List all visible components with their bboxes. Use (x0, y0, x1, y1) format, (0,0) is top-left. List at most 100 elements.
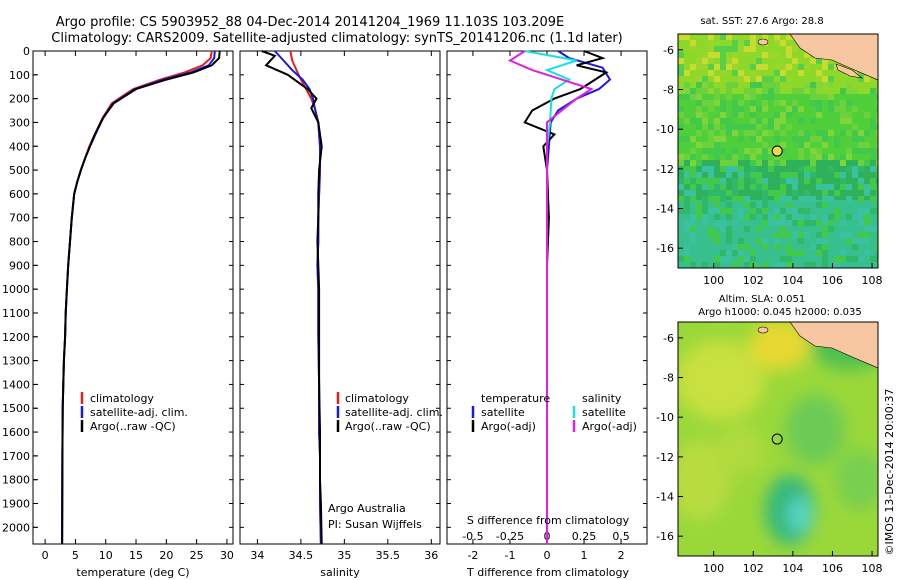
sst-pixel (690, 196, 696, 202)
sst-pixel (756, 58, 762, 64)
sst-pixel (822, 58, 828, 64)
sst-pixel (702, 64, 708, 70)
sst-pixel (756, 238, 762, 244)
series-line-salinity-argo-adj- (507, 50, 594, 544)
sst-pixel (810, 118, 816, 124)
sst-pixel (762, 202, 768, 208)
sst-pixel (768, 160, 774, 166)
sst-pixel (810, 88, 816, 94)
sst-pixel (750, 46, 756, 52)
sst-pixel (702, 58, 708, 64)
sst-pixel (684, 208, 690, 214)
sst-pixel (750, 178, 756, 184)
sst-pixel (732, 82, 738, 88)
sst-pixel (858, 214, 864, 220)
salinity-x-axis: 34 34.5 35 35.5 36 (240, 50, 440, 562)
sst-pixel (720, 112, 726, 118)
series-line-argo-raw-qc- (261, 50, 323, 545)
sst-pixel (726, 58, 732, 64)
sst-pixel (732, 46, 738, 52)
sst-pixel (786, 232, 792, 238)
sst-pixel (816, 232, 822, 238)
sst-pixel (786, 214, 792, 220)
sst-pixel (750, 172, 756, 178)
sst-pixel (816, 238, 822, 244)
sst-pixel (696, 160, 702, 166)
sst-pixel (792, 58, 798, 64)
sst-map: sat. SST: 27.6 Argo: 28.8 -6-8-10-12-14-… (656, 16, 883, 287)
salinity-x-label: salinity (320, 566, 360, 579)
sst-pixel (720, 118, 726, 124)
sla-land-java (760, 322, 878, 369)
sst-map-field (678, 34, 878, 268)
sst-pixel (798, 118, 804, 124)
top-tick-label: 0.25 (572, 530, 597, 543)
sst-pixel (846, 82, 852, 88)
sst-pixel (804, 136, 810, 142)
sst-pixel (762, 100, 768, 106)
difference-legend: temperature satellite Argo(-adj) salinit… (471, 392, 637, 433)
sst-pixel (696, 82, 702, 88)
sst-pixel (876, 136, 878, 142)
salinity-legend: climatology satellite-adj. clim. Argo(..… (336, 392, 443, 433)
sst-pixel (864, 130, 870, 136)
sst-pixel (714, 232, 720, 238)
sst-pixel (690, 46, 696, 52)
sst-pixel (840, 70, 846, 76)
legend-label-temp-argo: Argo(-adj) (481, 420, 536, 433)
sst-pixel (732, 70, 738, 76)
map-y-tick-label: -10 (656, 411, 674, 424)
sst-pixel (762, 82, 768, 88)
sst-pixel (684, 70, 690, 76)
sst-pixel (744, 226, 750, 232)
sst-pixel (738, 136, 744, 142)
sst-pixel (702, 112, 708, 118)
sst-pixel (828, 82, 834, 88)
sst-pixel (762, 130, 768, 136)
sst-pixel (852, 238, 858, 244)
difference-x-axis: -2 -1 0 1 2 (447, 50, 647, 562)
sst-pixel (702, 214, 708, 220)
sst-pixel (708, 172, 714, 178)
sst-pixel (798, 196, 804, 202)
sst-pixel (684, 154, 690, 160)
map-y-tick-label: -14 (656, 491, 674, 504)
sst-pixel (732, 178, 738, 184)
sst-pixel (756, 184, 762, 190)
sst-pixel (762, 262, 768, 268)
sst-pixel (732, 58, 738, 64)
sst-pixel (768, 214, 774, 220)
sst-pixel (744, 262, 750, 268)
sst-pixel (858, 136, 864, 142)
sst-pixel (726, 130, 732, 136)
map-x-tick-label: 102 (743, 274, 764, 287)
sst-pixel (786, 46, 792, 52)
sst-pixel (810, 94, 816, 100)
sst-pixel (810, 172, 816, 178)
sst-pixel (684, 34, 690, 40)
sst-pixel (816, 94, 822, 100)
depth-tick-label: 700 (9, 212, 30, 225)
sst-pixel (678, 178, 684, 184)
sst-pixel (726, 238, 732, 244)
sst-pixel (768, 118, 774, 124)
sst-pixel (846, 154, 852, 160)
sst-pixel (696, 172, 702, 178)
sst-pixel (702, 118, 708, 124)
sst-pixel (876, 250, 878, 256)
sst-pixel (726, 154, 732, 160)
sst-pixel (738, 256, 744, 262)
sst-pixel (804, 190, 810, 196)
sst-pixel (732, 244, 738, 250)
sst-pixel (786, 172, 792, 178)
sst-pixel (876, 190, 878, 196)
sst-pixel (750, 112, 756, 118)
sst-pixel (750, 64, 756, 70)
sst-pixel (864, 226, 870, 232)
depth-tick-label: 1400 (2, 378, 30, 391)
sst-pixel (840, 178, 846, 184)
sst-pixel (798, 106, 804, 112)
sst-pixel (762, 76, 768, 82)
sst-pixel (708, 136, 714, 142)
sst-pixel (816, 58, 822, 64)
